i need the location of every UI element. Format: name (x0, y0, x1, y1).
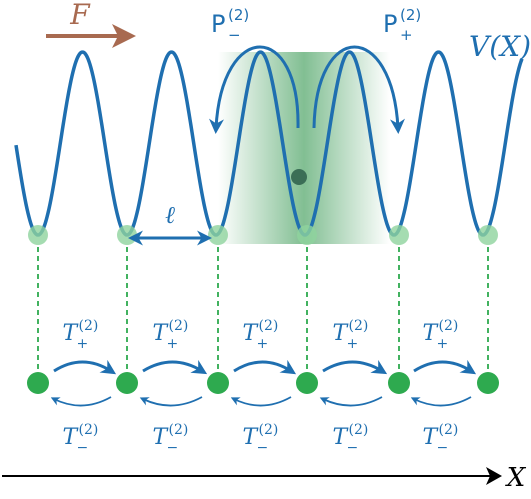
particle-dot (291, 169, 307, 185)
t-plus-label: T (333, 321, 350, 346)
t-plus-label: T (243, 321, 260, 346)
lattice-site (388, 372, 410, 394)
hopping-arrows: T (2)+T (2)−T (2)+T (2)−T (2)+T (2)−T (2)+T (2)−… (50, 318, 477, 456)
t-minus-label-sup: (2) (79, 422, 99, 438)
p-minus-sub: − (228, 26, 241, 44)
hop-forward-arrow (233, 359, 297, 375)
potential-label: V(X) (469, 30, 531, 63)
t-minus-label-sup: (2) (439, 422, 459, 438)
dashed-connectors (37, 247, 489, 373)
lattice-site (27, 372, 49, 394)
hop-backward-arrow (319, 396, 383, 407)
x-axis-label: X (505, 463, 527, 493)
t-plus-label-sup: (2) (259, 318, 279, 334)
t-minus-label-sup: (2) (169, 422, 189, 438)
t-minus-label: T (423, 425, 440, 450)
t-minus-label: T (153, 425, 170, 450)
wavepacket-highlight (218, 52, 390, 244)
t-plus-label: T (423, 321, 440, 346)
t-minus-label: T (333, 425, 350, 450)
t-minus-label-sup: (2) (349, 422, 369, 438)
t-minus-label: T (243, 425, 260, 450)
t-minus-label-sub: − (77, 440, 89, 456)
p-minus-sup: (2) (228, 6, 249, 24)
t-plus-label: T (153, 321, 170, 346)
well-marker (28, 225, 48, 245)
lattice-site (296, 372, 318, 394)
p-minus-label: P (211, 10, 225, 38)
t-minus-label-sup: (2) (259, 422, 279, 438)
t-plus-label: T (63, 321, 80, 346)
hop-forward-arrow (322, 359, 388, 375)
hop-forward-arrow (142, 359, 208, 375)
t-plus-label-sub: + (437, 336, 449, 352)
x-axis-arrowhead (486, 467, 502, 485)
t-minus-label-sub: − (257, 440, 269, 456)
t-plus-label-sup: (2) (79, 318, 99, 334)
lattice-site (477, 372, 499, 394)
t-minus-label-sub: − (167, 440, 179, 456)
t-plus-label-sup: (2) (439, 318, 459, 334)
t-minus-label-sub: − (347, 440, 359, 456)
t-plus-label-sup: (2) (349, 318, 369, 334)
well-marker (478, 225, 498, 245)
spacing-label: ℓ (165, 201, 175, 229)
t-plus-label-sub: + (347, 336, 359, 352)
p-plus-sub: + (400, 26, 413, 44)
lattice-site (116, 372, 138, 394)
hop-backward-arrow (50, 396, 112, 407)
p-plus-sup: (2) (400, 6, 421, 24)
potential-curve (14, 50, 524, 237)
hop-forward-arrow (53, 359, 117, 375)
t-minus-label: T (63, 425, 80, 450)
force-label: F (69, 0, 91, 31)
p-plus-label: P (383, 10, 397, 38)
t-plus-label-sub: + (257, 336, 269, 352)
t-minus-label-sub: − (437, 440, 449, 456)
t-plus-label-sup: (2) (169, 318, 189, 334)
t-plus-label-sub: + (167, 336, 179, 352)
p-minus-arrow (209, 45, 300, 134)
well-marker (208, 225, 228, 245)
well-marker (117, 225, 137, 245)
hop-backward-arrow (230, 396, 292, 407)
lattice-sites (27, 372, 499, 394)
lattice-site (207, 372, 229, 394)
force-arrow-head (112, 24, 136, 48)
hop-backward-arrow (139, 396, 203, 407)
well-markers (28, 225, 498, 245)
hop-backward-arrow (410, 396, 472, 407)
hop-forward-arrow (413, 359, 477, 375)
p-plus-arrow (312, 45, 405, 134)
well-marker (297, 225, 317, 245)
t-plus-label-sub: + (77, 336, 89, 352)
well-marker (389, 225, 409, 245)
